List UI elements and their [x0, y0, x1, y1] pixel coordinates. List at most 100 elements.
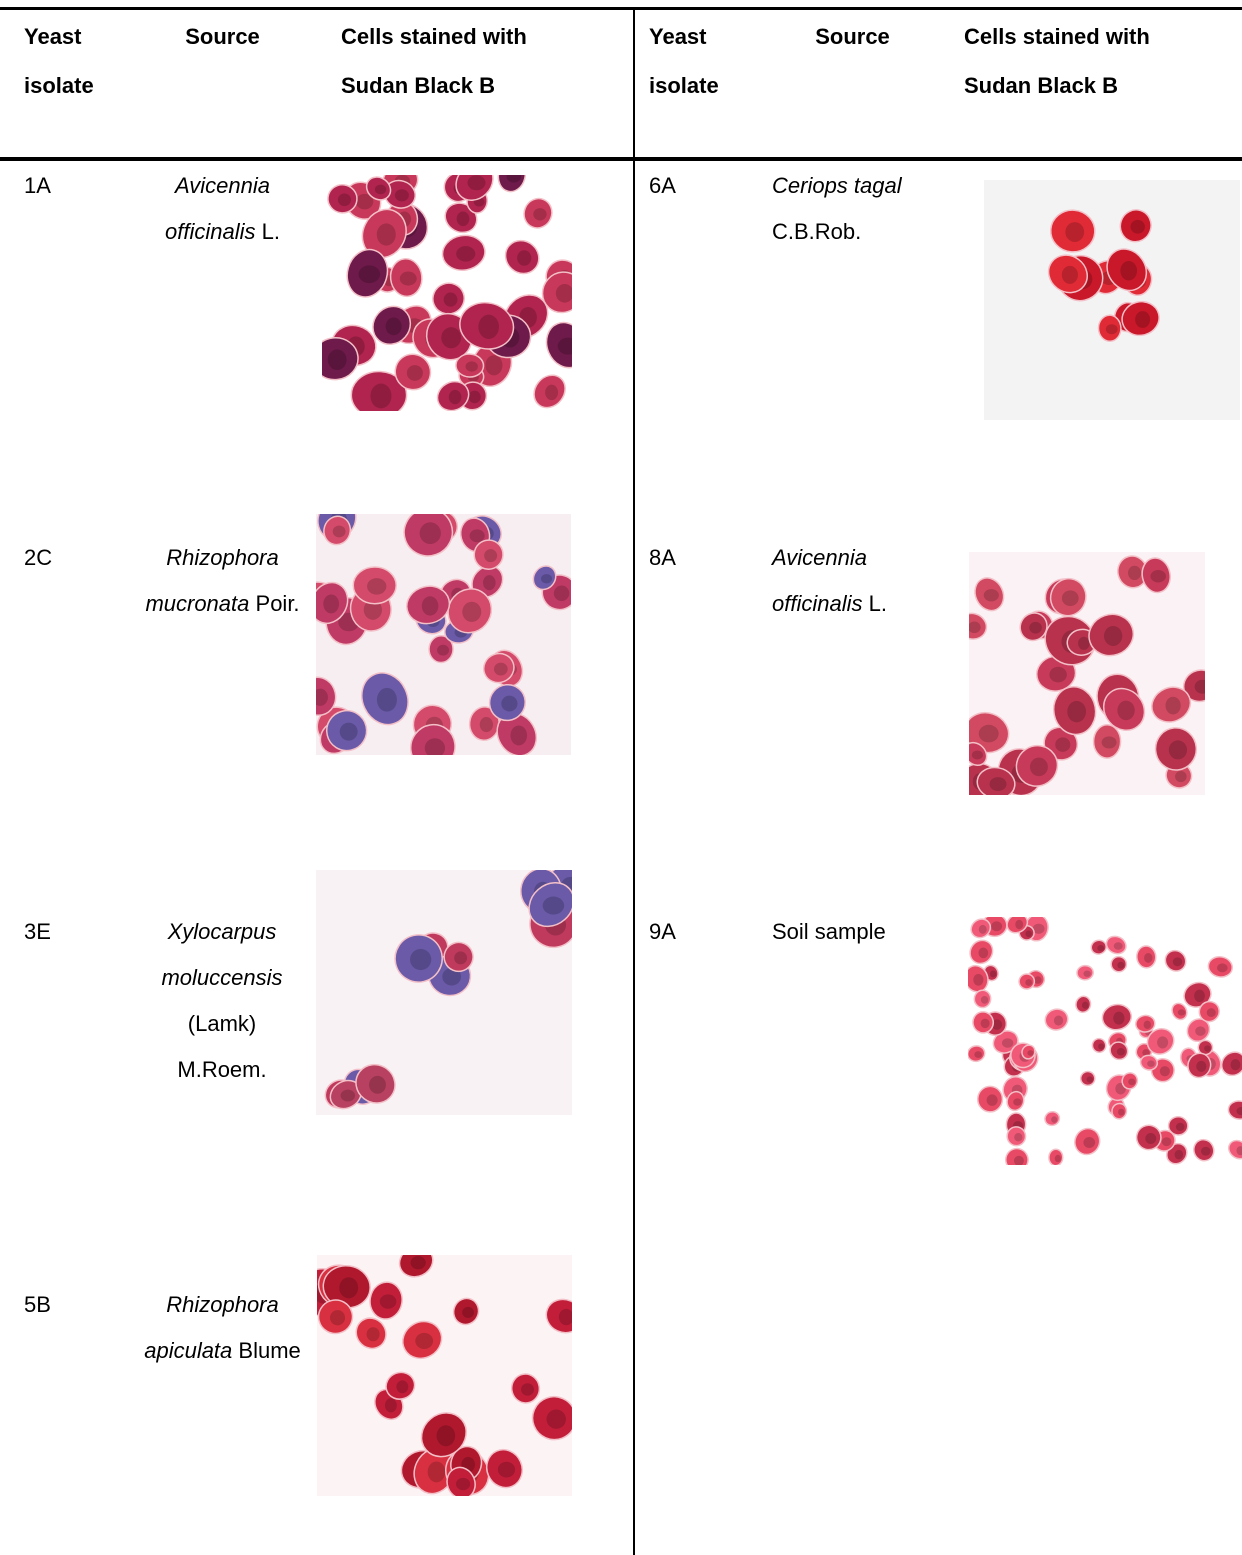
- cell: [1145, 1133, 1156, 1144]
- cell: [395, 189, 409, 201]
- cell: [377, 688, 397, 712]
- micrograph: [968, 917, 1242, 1165]
- cell: [367, 578, 386, 595]
- authority: Poir.: [256, 591, 300, 616]
- cell: [972, 750, 983, 759]
- cell: [407, 365, 423, 381]
- isolate: 6A: [649, 163, 676, 209]
- cell: [991, 921, 1002, 931]
- isolate: 5B: [24, 1282, 51, 1328]
- cell: [1157, 1036, 1168, 1048]
- cell: [333, 526, 346, 538]
- cell: [543, 897, 565, 915]
- cell: [484, 549, 497, 562]
- cell: [541, 574, 552, 584]
- cell: [1160, 1066, 1170, 1076]
- cell: [456, 246, 475, 262]
- cell: [1055, 737, 1070, 751]
- cell: [468, 175, 486, 190]
- authority: C.B.Rob.: [772, 219, 861, 244]
- cell: [987, 1094, 998, 1105]
- cell: [323, 594, 339, 613]
- cell: [978, 948, 988, 959]
- cell: [1195, 1026, 1205, 1036]
- cell: [545, 385, 558, 400]
- cell: [478, 315, 499, 339]
- source: Ceriops tagal C.B.Rob.: [772, 163, 922, 255]
- cell: [1120, 261, 1137, 280]
- cell: [1030, 758, 1048, 777]
- authority: (Lamk) M.Roem.: [177, 1011, 266, 1082]
- micrograph: [316, 870, 572, 1115]
- isolate: 3E: [24, 909, 51, 955]
- cell: [1147, 1060, 1155, 1067]
- source: Rhizophora mucronata Poir.: [130, 535, 315, 627]
- cell: [1082, 1002, 1089, 1009]
- cell: [1201, 1147, 1211, 1156]
- cell: [380, 1294, 397, 1308]
- cell: [1098, 1043, 1104, 1049]
- cell: [470, 529, 485, 542]
- cell: [984, 589, 999, 601]
- cell: [521, 1383, 534, 1395]
- cell: [454, 951, 467, 964]
- cell: [441, 327, 461, 348]
- cell: [1083, 970, 1090, 976]
- cell: [377, 223, 396, 245]
- cell: [1117, 1048, 1125, 1056]
- cell: [411, 1256, 426, 1269]
- cell: [341, 1090, 355, 1102]
- cell: [400, 272, 417, 286]
- background: [984, 180, 1240, 420]
- cell: [1166, 697, 1181, 715]
- cell: [1175, 771, 1187, 782]
- header-rule: [0, 157, 1242, 161]
- cell: [449, 390, 462, 404]
- cell: [1131, 220, 1145, 234]
- cell: [974, 1051, 982, 1058]
- cell: [1217, 963, 1228, 972]
- cell: [1029, 622, 1042, 634]
- header-source: Source: [130, 12, 315, 61]
- cell: [466, 361, 478, 371]
- cell: [1128, 566, 1141, 580]
- micrograph: [317, 1255, 572, 1496]
- micrograph: [322, 175, 572, 411]
- cell: [1055, 1155, 1061, 1162]
- cell: [1175, 1150, 1183, 1160]
- isolate: 8A: [649, 535, 676, 581]
- cell: [1169, 740, 1187, 759]
- cell: [981, 996, 988, 1004]
- cell: [981, 1019, 990, 1028]
- cell: [367, 1327, 380, 1341]
- header-cells: Cells stained with Sudan Black B: [964, 12, 1189, 110]
- cell: [498, 1462, 515, 1478]
- cell: [1178, 1009, 1186, 1015]
- cell: [330, 1310, 345, 1325]
- header-isolate: Yeast isolate: [24, 12, 114, 110]
- cell: [1113, 1012, 1124, 1025]
- cell: [1173, 957, 1182, 966]
- cell: [385, 1398, 397, 1412]
- species: Avicennia officinalis: [772, 545, 867, 616]
- cell: [359, 265, 381, 283]
- cell: [1013, 1098, 1022, 1105]
- cell: [494, 663, 508, 676]
- header-cells: Cells stained with Sudan Black B: [341, 12, 566, 110]
- cell: [396, 1380, 408, 1393]
- cell: [456, 1478, 470, 1490]
- cell: [468, 391, 480, 404]
- cell: [370, 383, 391, 408]
- cell: [533, 208, 546, 220]
- isolate: 9A: [649, 909, 676, 955]
- cell: [1015, 920, 1023, 929]
- cell: [1051, 1116, 1057, 1123]
- header-isolate: Yeast isolate: [649, 12, 739, 110]
- cell: [990, 970, 996, 977]
- cell: [1144, 953, 1153, 963]
- cell: [1207, 1008, 1216, 1017]
- cell: [457, 211, 470, 226]
- cell: [1067, 701, 1086, 723]
- cell: [415, 1333, 433, 1349]
- column-divider: [633, 7, 635, 1555]
